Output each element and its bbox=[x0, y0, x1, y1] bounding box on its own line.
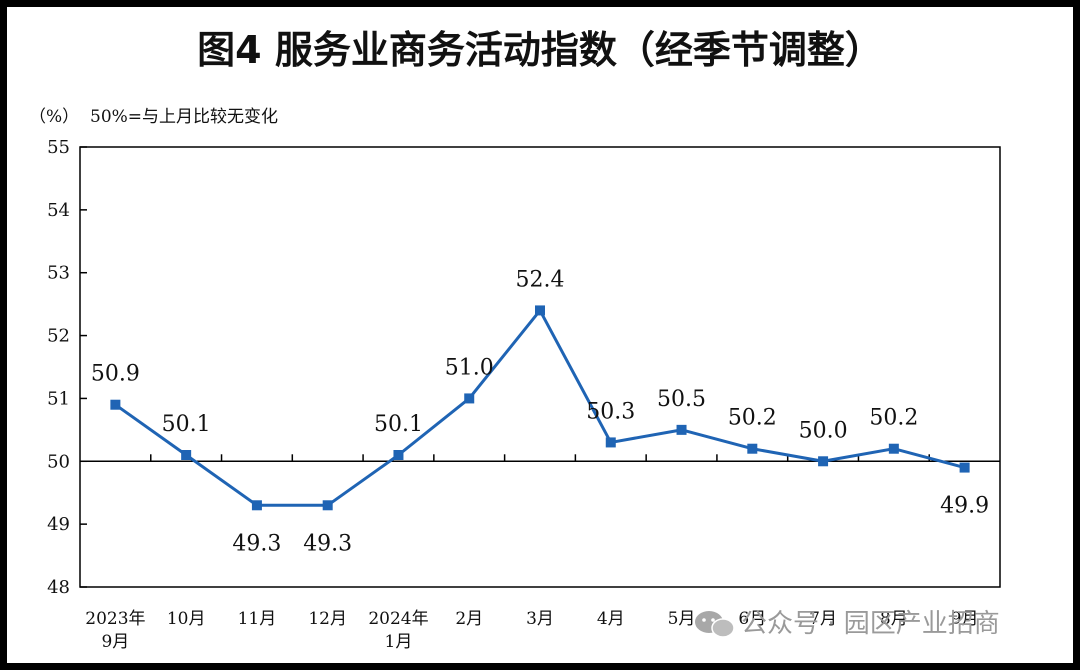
data-label: 49.3 bbox=[232, 531, 281, 556]
chart-note: 50%=与上月比较无变化 bbox=[90, 107, 278, 127]
data-labels: 50.9 50.1 49.3 49.3 50.1 51.0 52.4 50.3 50.5 50.2… bbox=[91, 267, 989, 556]
data-point bbox=[393, 450, 404, 460]
x-axis: 2023年 9月 10月 11月 12月 2024年 1月 2月 3月 4月 5月 6月 7月 8月 9月 bbox=[85, 454, 979, 652]
data-point bbox=[322, 500, 333, 511]
wechat-icon bbox=[695, 611, 735, 638]
y-tick-label: 53 bbox=[47, 263, 70, 284]
x-tick-label: 8月 bbox=[880, 609, 908, 629]
x-tick-label: 7月 bbox=[809, 609, 837, 629]
data-point bbox=[888, 443, 899, 454]
x-tick-label: 10月 bbox=[167, 609, 206, 629]
x-tick-label: 9月 bbox=[951, 609, 979, 629]
data-point bbox=[818, 456, 829, 467]
y-tick-label: 50 bbox=[47, 451, 70, 472]
x-tick-label: 2024年 bbox=[368, 609, 428, 629]
data-label: 50.1 bbox=[374, 412, 423, 437]
data-point bbox=[959, 462, 970, 473]
data-point bbox=[747, 443, 758, 454]
y-tick-label: 49 bbox=[47, 514, 70, 535]
data-point bbox=[251, 500, 262, 511]
y-unit-label: （%） bbox=[29, 107, 79, 127]
data-label: 50.0 bbox=[799, 418, 848, 443]
x-tick-label: 3月 bbox=[526, 609, 554, 629]
data-label: 51.0 bbox=[445, 355, 494, 380]
data-point bbox=[181, 450, 192, 460]
data-label: 50.9 bbox=[91, 362, 140, 387]
x-tick-label: 9月 bbox=[101, 632, 129, 652]
x-tick-label: 4月 bbox=[597, 609, 625, 629]
data-label: 50.3 bbox=[586, 399, 635, 424]
plot-area bbox=[79, 146, 1001, 588]
data-label: 49.3 bbox=[303, 531, 352, 556]
data-label: 49.9 bbox=[940, 494, 989, 519]
x-tick-label: 12月 bbox=[308, 609, 347, 629]
data-point bbox=[535, 305, 545, 316]
data-label: 50.2 bbox=[728, 406, 777, 431]
data-point bbox=[110, 399, 121, 410]
y-tick-label: 55 bbox=[47, 137, 70, 158]
chart-title: 图4 服务业商务活动指数（经季节调整） bbox=[197, 28, 883, 72]
data-point bbox=[464, 393, 475, 404]
series-line bbox=[114, 308, 966, 507]
x-tick-label: 2023年 bbox=[85, 609, 145, 629]
data-label: 50.1 bbox=[162, 412, 211, 437]
data-point bbox=[605, 437, 616, 448]
data-label: 50.5 bbox=[657, 387, 706, 412]
watermark-text: 公众号 · 园区产业招商 bbox=[741, 609, 1000, 639]
data-label: 50.2 bbox=[869, 406, 918, 431]
y-tick-label: 48 bbox=[47, 577, 70, 598]
line-chart: 图4 服务业商务活动指数（经季节调整） （%） 50%=与上月比较无变化 484… bbox=[29, 28, 1001, 652]
y-axis: 48 49 50 51 52 53 54 55 bbox=[47, 137, 87, 598]
data-point bbox=[676, 424, 687, 435]
y-tick-label: 54 bbox=[47, 200, 70, 221]
x-tick-label: 2月 bbox=[455, 609, 483, 629]
data-label: 52.4 bbox=[516, 267, 565, 292]
x-tick-label: 6月 bbox=[738, 609, 766, 629]
data-markers bbox=[110, 305, 970, 511]
x-tick-label: 11月 bbox=[238, 609, 277, 629]
x-tick-label: 1月 bbox=[385, 632, 413, 652]
x-tick-label: 5月 bbox=[668, 609, 696, 629]
y-tick-label: 51 bbox=[47, 388, 70, 409]
watermark: 公众号 · 园区产业招商 bbox=[695, 609, 1000, 639]
chart-frame: 图4 服务业商务活动指数（经季节调整） （%） 50%=与上月比较无变化 48 4… bbox=[7, 7, 1073, 663]
y-tick-label: 52 bbox=[47, 326, 70, 347]
